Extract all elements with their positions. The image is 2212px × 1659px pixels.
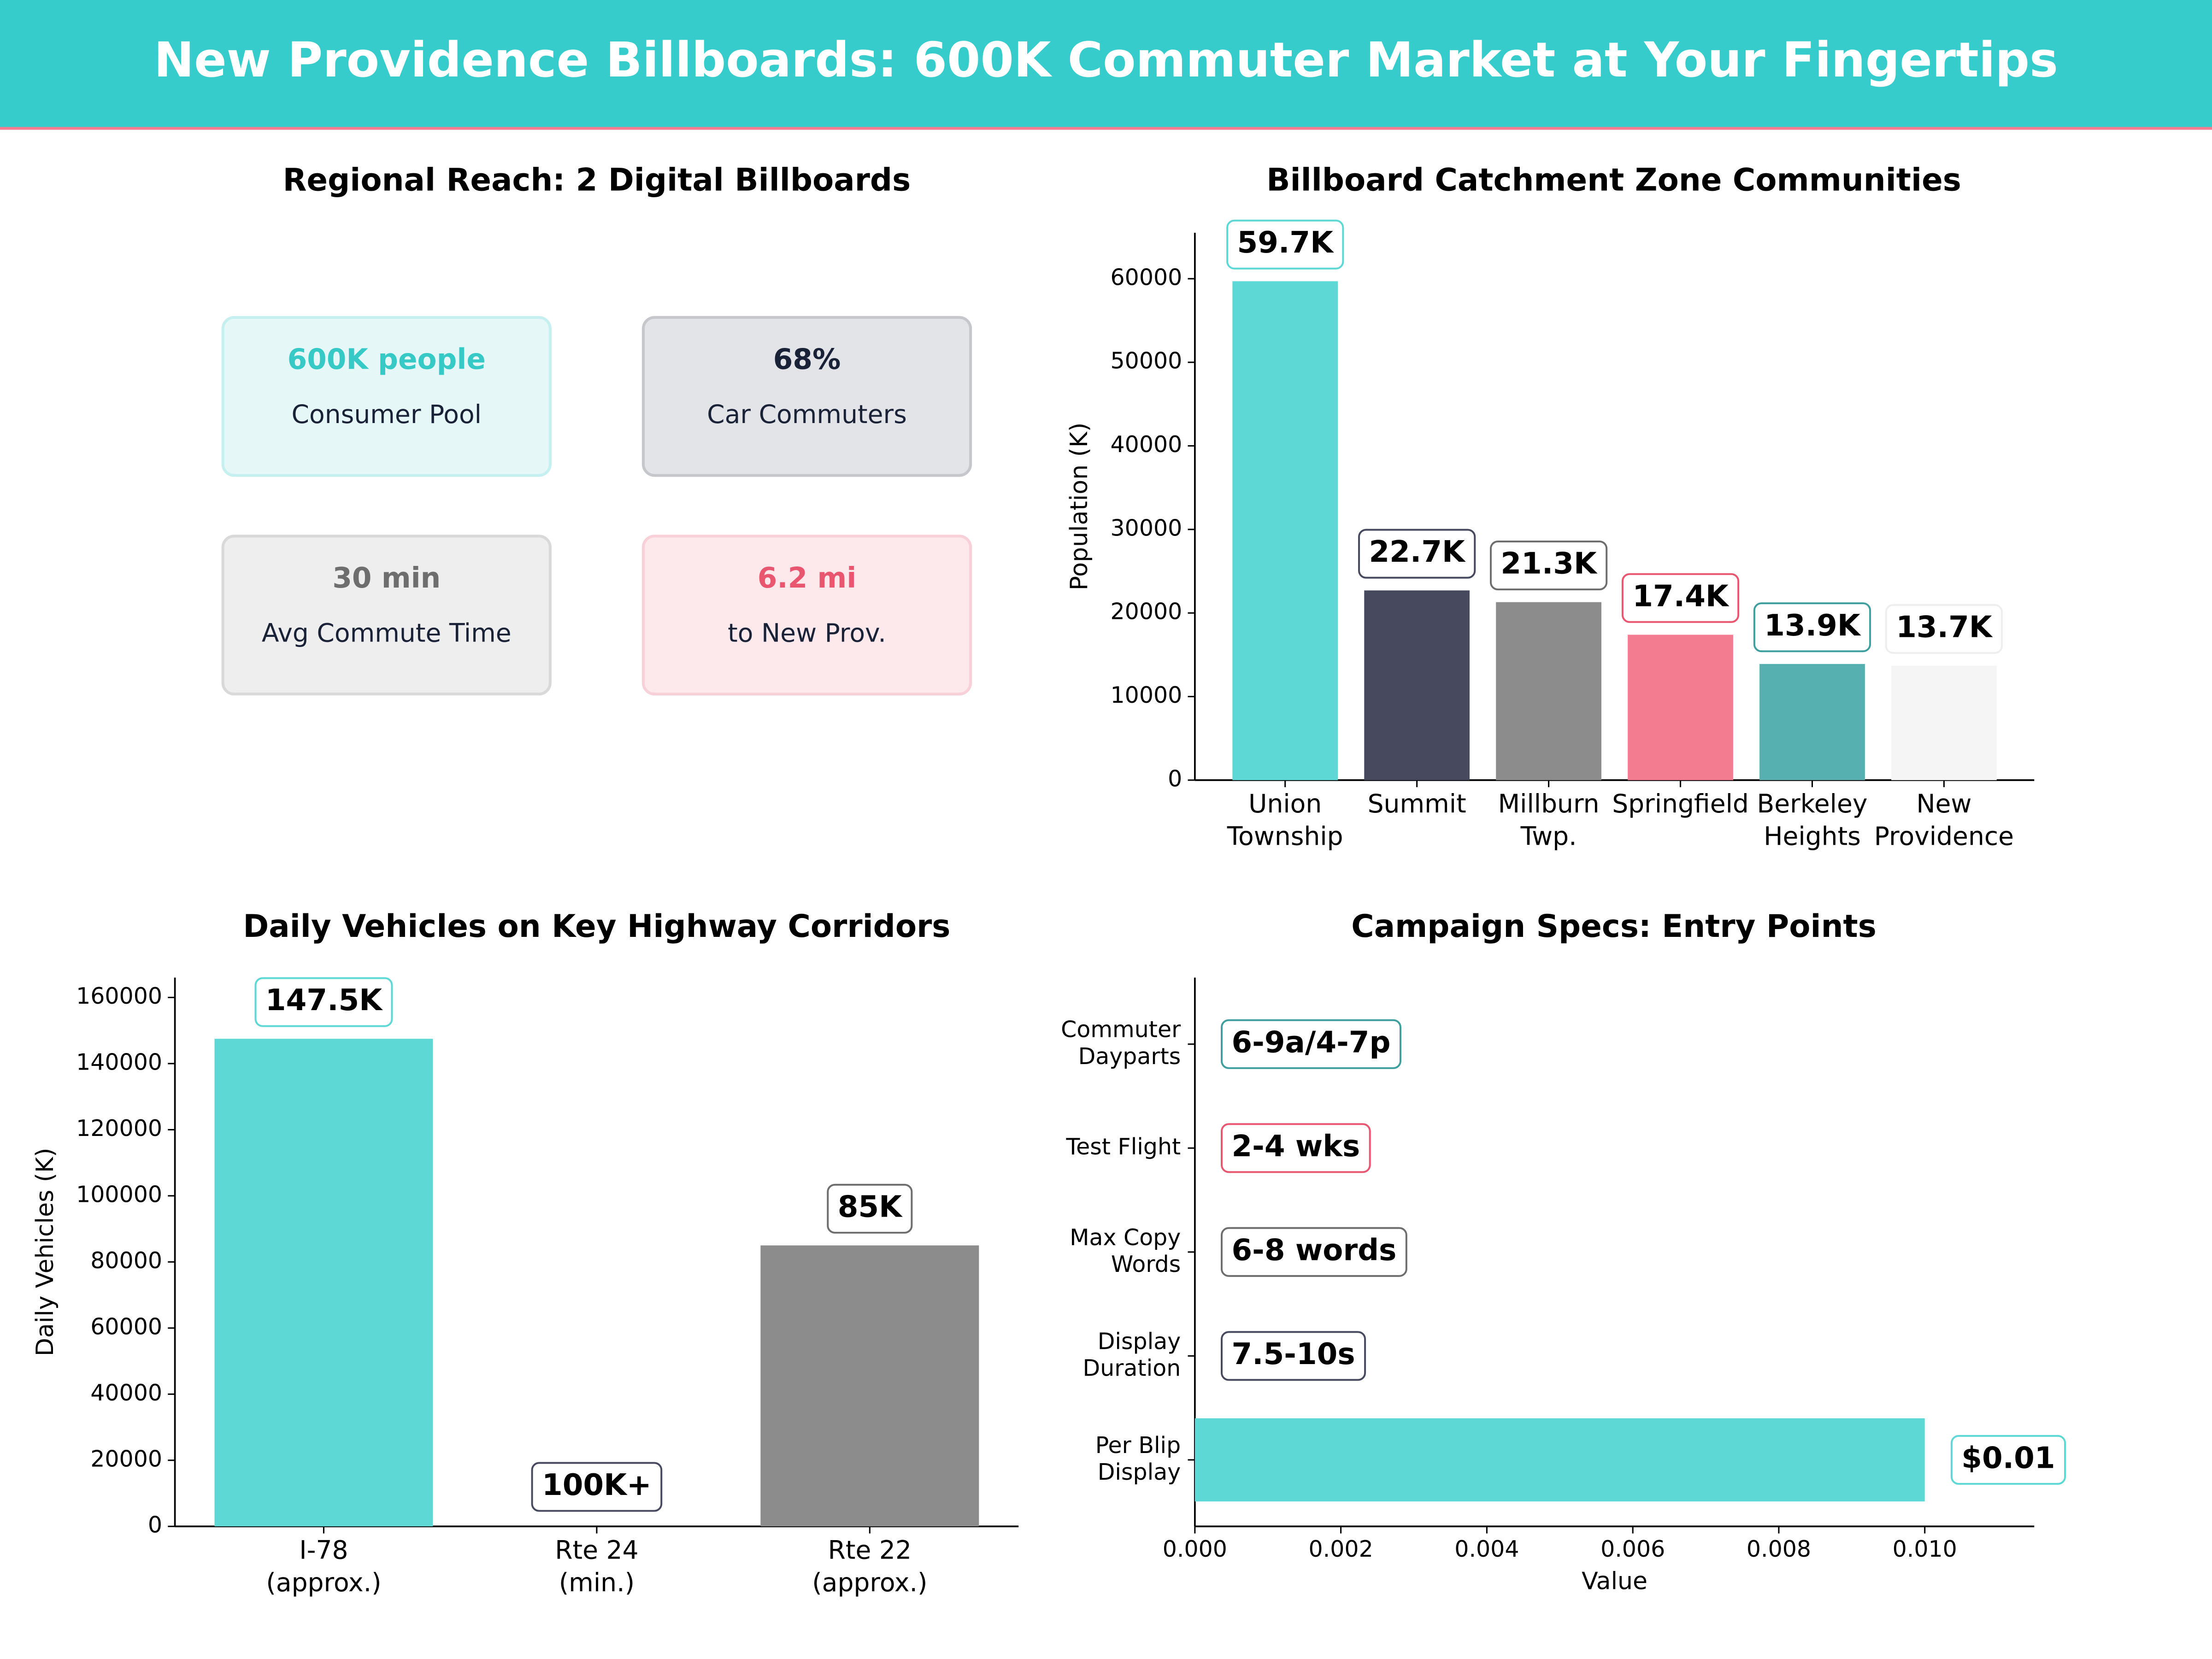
value-label: 100K+ xyxy=(542,1468,652,1502)
y-tick-label: 120000 xyxy=(76,1115,162,1141)
value-label: 147.5K xyxy=(265,983,383,1018)
kpi-label: Consumer Pool xyxy=(292,400,482,429)
y-tick-label: 160000 xyxy=(76,983,162,1009)
y-tick-label: 60000 xyxy=(1111,264,1182,290)
x-tick-label: Union Township xyxy=(1227,789,1343,851)
x-tick-label: 0.004 xyxy=(1454,1536,1519,1562)
y-axis-label: Population (K) xyxy=(1065,423,1093,591)
y-tick-label: 20000 xyxy=(90,1446,162,1472)
header-bar xyxy=(0,0,2212,127)
y-tick-label: 20000 xyxy=(1111,599,1182,625)
y-tick-label: 40000 xyxy=(1111,431,1182,458)
panel-title: Regional Reach: 2 Digital Billboards xyxy=(283,161,911,198)
kpi-value: 30 min xyxy=(332,562,441,594)
bar xyxy=(760,1245,979,1527)
y-tick-label: 60000 xyxy=(90,1313,162,1340)
x-axis-label: Value xyxy=(1582,1568,1647,1595)
value-label: 21.3K xyxy=(1500,547,1598,581)
chart-title: Campaign Specs: Entry Points xyxy=(1351,908,1876,944)
x-tick-label: Summit xyxy=(1368,789,1466,818)
x-tick-label: 0.008 xyxy=(1747,1536,1811,1562)
kpi-card xyxy=(641,535,972,696)
kpi-card xyxy=(221,316,552,477)
kpi-label: Car Commuters xyxy=(707,400,907,429)
y-tick-label: 10000 xyxy=(1111,682,1182,708)
bar xyxy=(1496,602,1601,780)
y-tick-label: Test Flight xyxy=(1066,1134,1181,1160)
value-label: $0.01 xyxy=(1961,1441,2055,1475)
y-tick-label: Max Copy Words xyxy=(1070,1224,1181,1277)
bar xyxy=(1364,590,1470,780)
kpi-value: 6.2 mi xyxy=(758,562,857,594)
y-tick-label: 140000 xyxy=(76,1049,162,1075)
value-label-box xyxy=(1221,1331,1366,1381)
value-label-box xyxy=(1753,602,1871,653)
value-label: 13.7K xyxy=(1896,610,1993,644)
value-label-box xyxy=(1885,604,2003,654)
value-label: 7.5-10s xyxy=(1231,1337,1355,1371)
bar xyxy=(1194,1418,1925,1502)
x-tick-label: New Providence xyxy=(1874,789,2014,851)
y-tick-label: Per Blip Display xyxy=(1095,1432,1181,1485)
value-label-box xyxy=(827,1183,913,1234)
value-label: 22.7K xyxy=(1369,535,1466,569)
kpi-label: to New Prov. xyxy=(728,618,886,648)
value-label: 6-8 words xyxy=(1231,1233,1396,1267)
y-tick-label: Display Duration xyxy=(1083,1328,1181,1381)
kpi-value: 68% xyxy=(773,343,841,376)
value-label: 17.4K xyxy=(1632,579,1730,613)
value-label: 85K xyxy=(838,1189,903,1224)
x-tick-label: I-78 (approx.) xyxy=(266,1535,381,1597)
value-label-box xyxy=(1221,1227,1407,1277)
value-label: 2-4 wks xyxy=(1231,1129,1360,1164)
kpi-value: 600K people xyxy=(288,343,486,376)
page-title: New Providence Billboards: 600K Commuter… xyxy=(154,32,2058,88)
x-tick-label: Rte 24 (min.) xyxy=(555,1535,638,1597)
value-label-box xyxy=(254,977,393,1027)
bar xyxy=(1891,665,1997,780)
value-label-box xyxy=(1226,219,1344,270)
y-tick-label: 100000 xyxy=(76,1181,162,1207)
y-tick-label: 80000 xyxy=(90,1247,162,1274)
y-tick-label: 50000 xyxy=(1111,348,1182,374)
y-tick-label: 0 xyxy=(1168,765,1182,792)
value-label-box xyxy=(531,1462,663,1512)
x-tick-label: 0.002 xyxy=(1309,1536,1373,1562)
x-tick-label: 0.000 xyxy=(1163,1536,1227,1562)
value-label-box xyxy=(1221,1019,1401,1069)
kpi-card xyxy=(221,535,552,696)
bar xyxy=(1759,664,1865,780)
x-tick-label: Springfield xyxy=(1612,789,1749,818)
y-tick-label: Commuter Dayparts xyxy=(1061,1016,1181,1069)
x-tick-label: Rte 22 (approx.) xyxy=(812,1535,927,1597)
value-label-box xyxy=(1489,540,1608,591)
x-tick-label: Berkeley Heights xyxy=(1757,789,1867,851)
value-label: 59.7K xyxy=(1237,225,1335,260)
value-label: 13.9K xyxy=(1764,608,1861,643)
chart-title: Daily Vehicles on Key Highway Corridors xyxy=(243,908,950,944)
kpi-card xyxy=(641,316,972,477)
x-tick-label: 0.010 xyxy=(1893,1536,1957,1562)
value-label: 6-9a/4-7p xyxy=(1231,1025,1390,1059)
y-tick-label: 40000 xyxy=(90,1380,162,1406)
chart-title: Billboard Catchment Zone Communities xyxy=(1266,161,1961,198)
bar xyxy=(1628,635,1733,780)
x-tick-label: 0.006 xyxy=(1600,1536,1665,1562)
bar xyxy=(1232,281,1338,780)
y-tick-label: 30000 xyxy=(1111,515,1182,541)
x-tick-label: Millburn Twp. xyxy=(1498,789,1600,851)
value-label-box xyxy=(1621,573,1740,623)
value-label-box xyxy=(1358,529,1476,579)
kpi-label: Avg Commute Time xyxy=(262,618,512,648)
value-label-box xyxy=(1950,1435,2066,1485)
y-tick-label: 0 xyxy=(148,1512,162,1538)
bar xyxy=(214,1039,433,1527)
value-label-box xyxy=(1221,1123,1371,1173)
y-axis-label: Daily Vehicles (K) xyxy=(31,1148,59,1357)
